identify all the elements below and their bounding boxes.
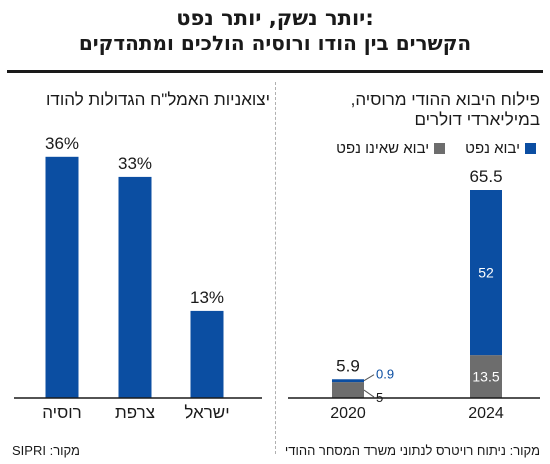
imports-chart-title-line-1: פילוח היבוא ההודי מרוסיה, [350,90,540,109]
imports-total-label-2020: 5.9 [336,356,360,375]
arms-chart-title: יצואניות האמל"ח הגדולות להודו [46,90,270,109]
imports-category-label-2020: 2020 [330,405,366,422]
arms-bar-1 [45,156,79,398]
arms-value-label-2: 33% [118,154,152,173]
imports-legend: יבוא נפט יבוא שאינו נפט [322,140,536,157]
imports-category-label-2024: 2024 [468,405,504,422]
legend-item-oil: יבוא נפט [465,140,536,157]
arms-category-label-3: ישראל [184,403,229,422]
imports-oil-callout-2020 [363,374,375,382]
imports-non-oil-callout-2020 [363,389,375,398]
source-note-imports: מקור: ניתוח רויטרס לנתוני משרד המסחר ההו… [284,443,540,458]
arms-category-label-2: צרפת [115,403,155,422]
imports-chart-title-line-2: במיליארדי דולרים [414,110,540,129]
source-note-arms: מקור: SIPRI [12,443,80,458]
page-title: יותר נשק, יותר נפט: [176,6,374,30]
imports-bar-oil-2020 [332,379,364,383]
imports-oil-label-2024: 52 [478,265,494,281]
imports-bar-non-oil-2020 [332,382,364,398]
page-subtitle: הקשרים בין הודו ורוסיה הולכים ומתהדקים [78,31,472,55]
arms-value-label-3: 13% [190,288,224,307]
title-rule [7,70,543,73]
legend-swatch-oil [525,143,536,154]
panel-divider [275,82,276,454]
arms-bar-2 [118,176,152,398]
legend-swatch-non-oil [434,143,446,154]
imports-oil-label-2020: 0.9 [376,367,394,382]
imports-bar-non-oil-2024 [470,355,502,398]
imports-non-oil-label-2024: 13.5 [472,369,499,385]
legend-item-non-oil: יבוא שאינו נפט [336,140,446,157]
imports-total-label-2024: 65.5 [469,167,502,186]
imports-bar-oil-2024 [470,190,502,356]
imports-chart-title: פילוח היבוא ההודי מרוסיה, במיליארדי דולר… [280,90,540,130]
arms-category-label-1: רוסיה [42,403,82,422]
legend-label-oil: יבוא נפט [465,140,520,157]
arms-value-label-1: 36% [45,134,79,153]
legend-label-non-oil: יבוא שאינו נפט [336,140,430,157]
arms-bar-3 [190,310,224,398]
